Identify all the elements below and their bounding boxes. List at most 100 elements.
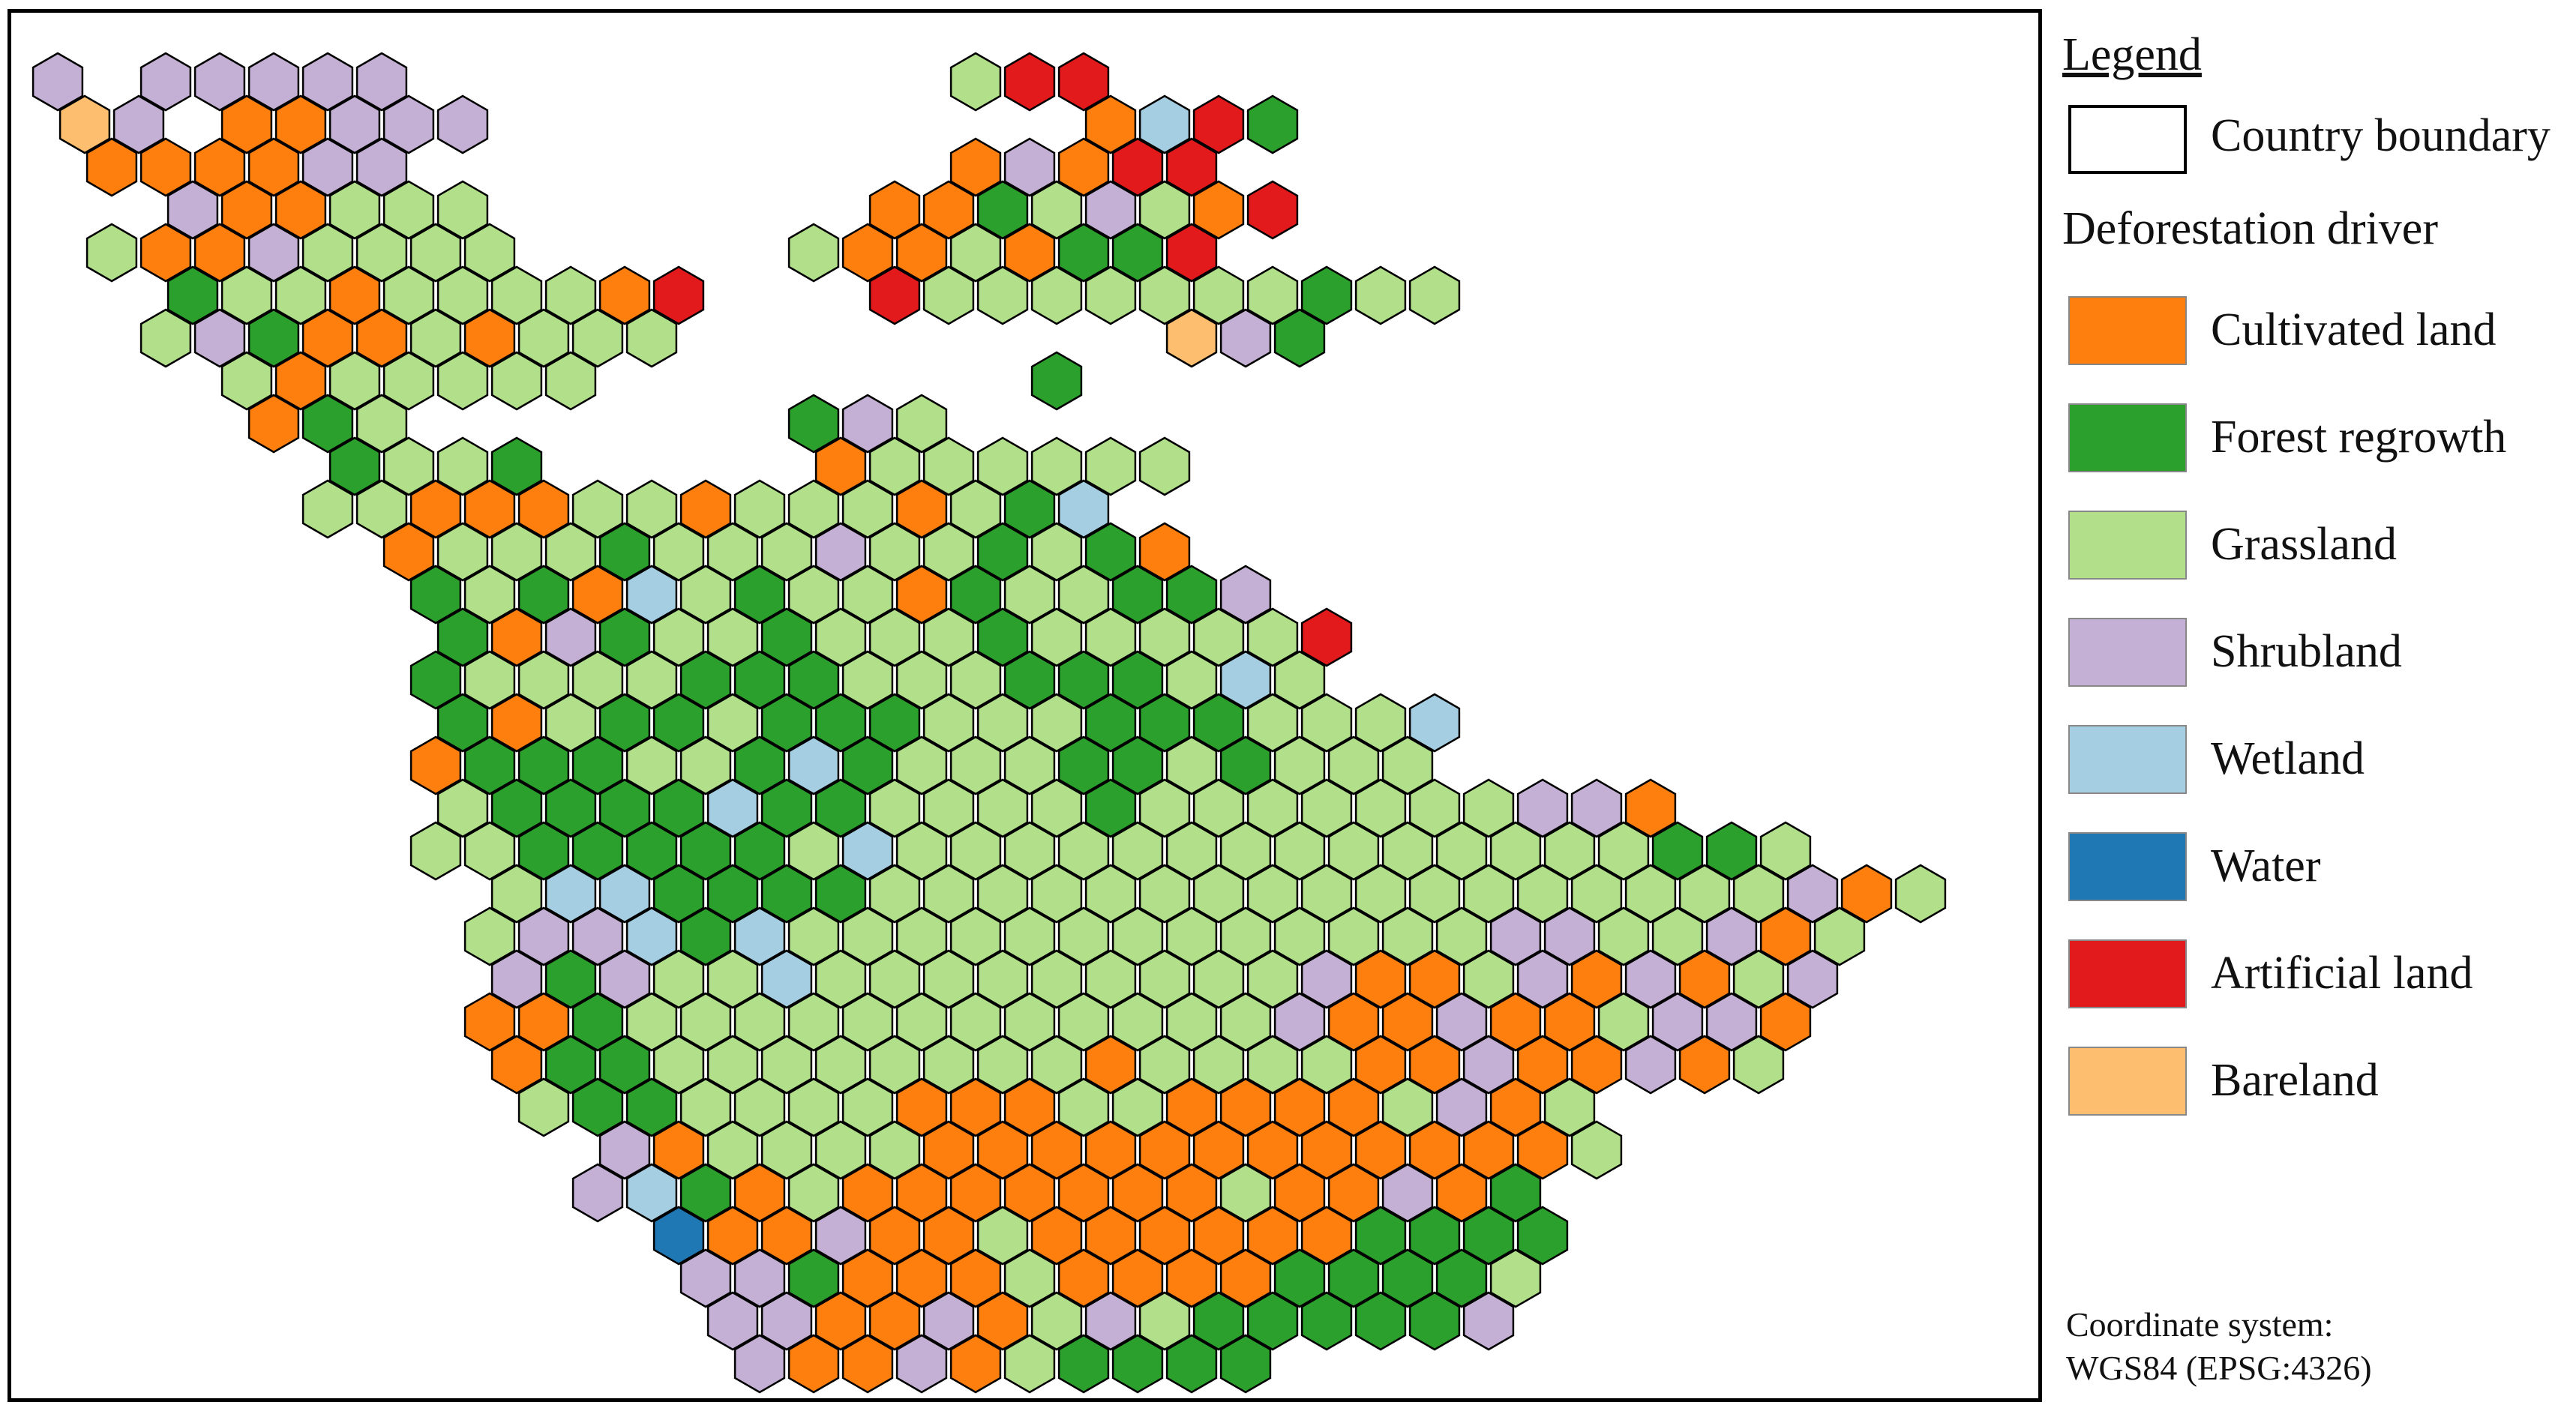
hex-cell [571, 565, 624, 625]
hex-cell [1246, 693, 1299, 753]
hex-cell [598, 693, 651, 753]
hex-cell [544, 351, 597, 411]
hex-cell [1219, 308, 1272, 368]
hex-cell [1597, 906, 1650, 966]
hex-cell [895, 821, 948, 881]
hex-cell [1084, 522, 1137, 582]
hex-cell [598, 949, 651, 1009]
hex-cell [1543, 821, 1596, 881]
hex-cell [1057, 821, 1110, 881]
legend-label: Bareland [2211, 1055, 2379, 1106]
hex-cell [976, 522, 1029, 582]
hex-cell [733, 992, 786, 1052]
hex-cell [868, 864, 921, 924]
hex-cell [1381, 821, 1434, 881]
hex-cell [841, 1077, 894, 1137]
hex-cell [1408, 1035, 1461, 1095]
hex-cell [841, 1163, 894, 1223]
hex-cell [1300, 864, 1353, 924]
hex-cell [301, 223, 354, 283]
hex-cell [679, 1077, 732, 1137]
hex-cell [1165, 1163, 1218, 1223]
hex-cell [1138, 1120, 1191, 1180]
hex-cell [868, 1035, 921, 1095]
hex-cell [895, 1077, 948, 1137]
hex-cell [760, 1035, 813, 1095]
legend-row-artificial-land: Artificial land [2062, 939, 2572, 1014]
hex-cell [760, 1206, 813, 1266]
legend-row-water: Water [2062, 832, 2572, 907]
hex-cell [1084, 180, 1137, 240]
hex-cell [1219, 1334, 1272, 1394]
hex-cell [1354, 1206, 1407, 1266]
hex-cell [463, 308, 516, 368]
hex-cell [1327, 1163, 1380, 1223]
water-swatch [2068, 832, 2187, 901]
hex-cell [409, 565, 462, 625]
hex-cell [1003, 650, 1056, 710]
hex-cell [490, 693, 543, 753]
hex-cell [139, 52, 192, 112]
hex-cell [1084, 864, 1137, 924]
hex-cell [1678, 949, 1731, 1009]
hex-cell [220, 180, 273, 240]
legend-label: Grassland [2211, 519, 2397, 570]
hex-cell [841, 735, 894, 795]
hex-cell [760, 864, 813, 924]
hex-cell [1246, 607, 1299, 667]
legend-row-shrubland: Shrubland [2062, 618, 2572, 693]
hex-cell [760, 949, 813, 1009]
hex-cell [328, 180, 381, 240]
hex-cell [1273, 308, 1326, 368]
hex-cell [517, 479, 570, 539]
hex-cell [1408, 864, 1461, 924]
hex-cell [760, 607, 813, 667]
hex-cell [328, 94, 381, 154]
hex-cell [814, 693, 867, 753]
hex-cell [1246, 949, 1299, 1009]
hex-cell [625, 735, 678, 795]
hex-cell [706, 522, 759, 582]
hex-cell [976, 778, 1029, 838]
hex-cell [1489, 1163, 1542, 1223]
hex-cell [1165, 821, 1218, 881]
hex-cell [652, 522, 705, 582]
hex-cell [760, 522, 813, 582]
hex-cell [517, 735, 570, 795]
hex-cell [1489, 821, 1542, 881]
map-frame [7, 9, 2042, 1402]
hex-cell [1327, 821, 1380, 881]
hex-cell [1219, 1077, 1272, 1137]
hex-cell [841, 1334, 894, 1394]
hex-cell [1057, 992, 1110, 1052]
legend-row-country-boundary: Country boundary [2062, 105, 2572, 180]
hex-cell [1030, 265, 1083, 325]
driver-heading: Deforestation driver [2062, 203, 2438, 254]
hex-cell [1084, 436, 1137, 496]
hex-cell [1165, 735, 1218, 795]
hex-cell [1381, 906, 1434, 966]
hex-cell [1273, 906, 1326, 966]
hex-cell [166, 180, 219, 240]
hex-cell [1678, 1035, 1731, 1095]
hex-cell [652, 778, 705, 838]
hex-cell [1624, 864, 1677, 924]
legend-row-forest-regrowth: Forest regrowth [2062, 403, 2572, 478]
hex-cell [976, 1035, 1029, 1095]
hex-grid-map [31, 52, 1947, 1394]
hex-cell [1192, 94, 1245, 154]
hex-cell [247, 52, 300, 112]
hex-cell [544, 778, 597, 838]
hex-cell [382, 265, 435, 325]
hex-cell [1003, 1077, 1056, 1137]
hex-cell [1327, 1248, 1380, 1308]
hex-cell [1624, 778, 1677, 838]
hex-cell [544, 864, 597, 924]
hex-cell [1138, 94, 1191, 154]
hex-cell [787, 992, 840, 1052]
hex-cell [1516, 1035, 1569, 1095]
hex-cell [1246, 1291, 1299, 1351]
hex-cell [1084, 94, 1137, 154]
hex-cell [922, 436, 975, 496]
hex-cell [679, 1163, 732, 1223]
